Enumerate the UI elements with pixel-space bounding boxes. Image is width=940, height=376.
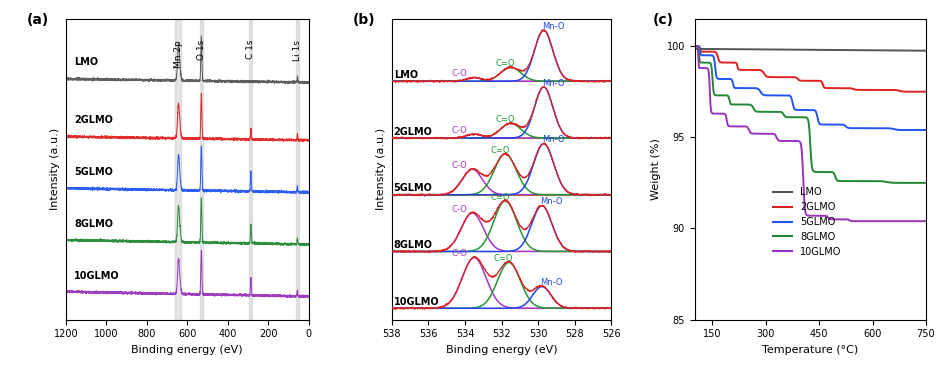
- LMO: [689, 47, 700, 51]
- Text: Mn-O: Mn-O: [541, 22, 564, 31]
- Text: C-O: C-O: [451, 161, 467, 170]
- 2GLMO: [891, 88, 902, 92]
- LMO: [729, 47, 741, 52]
- 8GLMO: [777, 112, 789, 116]
- 8GLMO: [715, 93, 727, 98]
- 2GLMO: [729, 60, 741, 65]
- Y-axis label: Weight (%): Weight (%): [651, 138, 661, 200]
- 8GLMO: [920, 180, 932, 185]
- 5GLMO: [916, 128, 927, 132]
- Text: C=O: C=O: [495, 59, 515, 68]
- LMO: [715, 47, 727, 52]
- 2GLMO: [916, 89, 927, 94]
- Legend: LMO, 2GLMO, 5GLMO, 8GLMO, 10GLMO: LMO, 2GLMO, 5GLMO, 8GLMO, 10GLMO: [769, 183, 845, 261]
- Line: 5GLMO: 5GLMO: [695, 46, 926, 130]
- Bar: [199, 19, 203, 320]
- Line: 2GLMO: 2GLMO: [695, 46, 926, 92]
- 8GLMO: [891, 180, 902, 185]
- 10GLMO: [777, 139, 789, 143]
- Text: (c): (c): [653, 13, 674, 27]
- Text: O 1s: O 1s: [196, 40, 206, 60]
- Text: C-O: C-O: [451, 249, 467, 258]
- X-axis label: Binding energy (eV): Binding energy (eV): [446, 345, 557, 355]
- Text: 5GLMO: 5GLMO: [74, 167, 113, 177]
- LMO: [920, 49, 932, 53]
- Text: Mn-O: Mn-O: [541, 79, 564, 88]
- 8GLMO: [689, 44, 700, 49]
- Text: Mn-O: Mn-O: [541, 135, 564, 144]
- LMO: [788, 47, 799, 52]
- Bar: [295, 19, 299, 320]
- LMO: [916, 49, 927, 53]
- 2GLMO: [777, 75, 789, 79]
- 10GLMO: [916, 219, 927, 223]
- Text: 10GLMO: 10GLMO: [74, 271, 119, 281]
- Line: 8GLMO: 8GLMO: [695, 46, 926, 183]
- X-axis label: Binding energy (eV): Binding energy (eV): [132, 345, 243, 355]
- Text: C-O: C-O: [451, 205, 467, 214]
- Text: C-O: C-O: [451, 126, 467, 135]
- Text: 2GLMO: 2GLMO: [394, 127, 432, 136]
- 5GLMO: [777, 93, 789, 98]
- 10GLMO: [715, 111, 727, 116]
- 2GLMO: [920, 89, 932, 94]
- 2GLMO: [689, 44, 700, 49]
- Line: LMO: LMO: [695, 49, 926, 51]
- LMO: [777, 47, 789, 52]
- Text: 5GLMO: 5GLMO: [394, 183, 432, 193]
- 5GLMO: [715, 77, 727, 81]
- 8GLMO: [788, 115, 799, 120]
- Text: Mn-O: Mn-O: [540, 197, 562, 206]
- 8GLMO: [916, 180, 927, 185]
- Bar: [176, 19, 181, 320]
- Text: C=O: C=O: [490, 146, 509, 155]
- Text: Li 1s: Li 1s: [292, 40, 302, 61]
- Y-axis label: Intensity (a.u.): Intensity (a.u.): [50, 128, 60, 210]
- Text: LMO: LMO: [394, 70, 417, 80]
- Y-axis label: Intensity (a.u.): Intensity (a.u.): [376, 128, 386, 210]
- Text: Mn-O: Mn-O: [540, 278, 562, 287]
- Text: 10GLMO: 10GLMO: [394, 297, 439, 307]
- 5GLMO: [729, 86, 741, 90]
- 5GLMO: [788, 104, 799, 109]
- 8GLMO: [729, 102, 741, 107]
- 10GLMO: [920, 219, 932, 223]
- Text: Mn 2p: Mn 2p: [174, 40, 182, 68]
- 2GLMO: [715, 60, 727, 65]
- Text: (a): (a): [27, 13, 49, 27]
- Text: C=O: C=O: [495, 115, 515, 124]
- Line: 10GLMO: 10GLMO: [695, 46, 926, 221]
- Text: 2GLMO: 2GLMO: [74, 115, 113, 125]
- Text: LMO: LMO: [74, 57, 98, 67]
- X-axis label: Temperature (°C): Temperature (°C): [762, 345, 858, 355]
- 5GLMO: [920, 128, 932, 132]
- Bar: [249, 19, 252, 320]
- 2GLMO: [788, 75, 799, 79]
- Text: 8GLMO: 8GLMO: [74, 219, 113, 229]
- Text: C=O: C=O: [494, 254, 513, 263]
- Text: C 1s: C 1s: [246, 40, 255, 59]
- 10GLMO: [689, 44, 700, 49]
- Text: C-O: C-O: [451, 69, 467, 78]
- 10GLMO: [788, 139, 799, 143]
- Text: (b): (b): [352, 13, 375, 27]
- Text: C=O: C=O: [490, 193, 509, 202]
- 10GLMO: [860, 219, 871, 223]
- Text: 8GLMO: 8GLMO: [394, 240, 432, 250]
- 5GLMO: [689, 44, 700, 49]
- 10GLMO: [729, 124, 741, 129]
- 5GLMO: [891, 127, 902, 132]
- LMO: [891, 48, 902, 53]
- 10GLMO: [891, 219, 902, 223]
